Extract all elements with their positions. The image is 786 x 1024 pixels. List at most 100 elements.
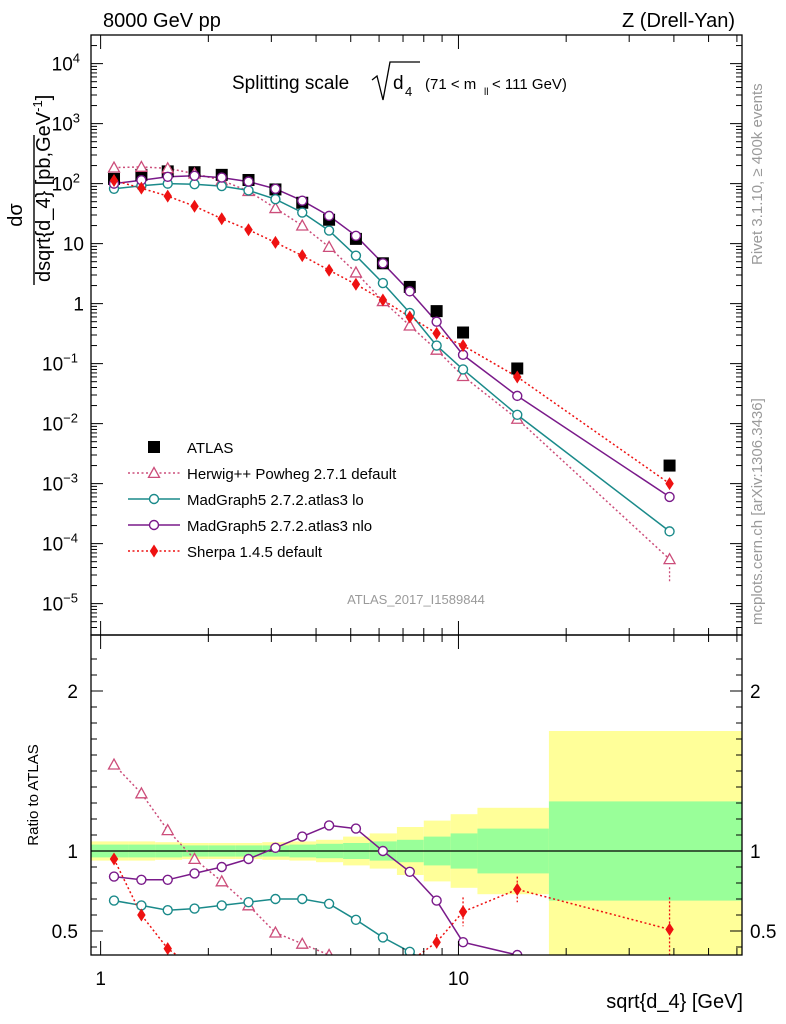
main-y-tick-label: 103 [52,111,80,136]
ratio-panel: 2 2 1 1 0.5 0.5 1 10 [52,634,776,990]
sqrt-symbol-icon [371,61,420,101]
ratio-point-mg_lo [350,914,362,925]
ratio-uncertainty-bands [91,731,742,955]
energy-label: 8000 GeV pp [103,10,221,32]
plot-title: Splitting scale d 4 (71 < m ll < 111 GeV… [232,61,567,101]
main-point-mg_lo [377,277,389,289]
ratio-point-herwig [215,874,229,887]
ratio-point-mg_lo [243,897,254,908]
title-range-sub: ll [484,87,488,98]
legend-marker-mg_nlo [148,519,160,531]
ratio-y-tick-label-right: 1 [750,842,761,863]
main-point-herwig [134,160,148,172]
main-y-tick-label: 104 [52,51,80,76]
mcplots-label: mcplots.cern.ch [arXiv:1306.3436] [749,398,766,625]
main-point-mg_nlo [377,258,389,269]
main-point-herwig [403,318,417,331]
main-point-mg_lo [297,207,308,218]
main-point-mg_nlo [431,316,442,327]
main-point-sherpa [378,293,388,307]
main-point-herwig [268,201,283,214]
main-line-mg_lo [113,182,671,532]
main-point-data [663,459,676,472]
main-point-herwig [322,240,336,253]
process-label: Z (Drell-Yan) [622,10,735,32]
main-y-tick-label: 10−3 [42,471,78,496]
main-point-herwig [349,265,363,278]
ratio-point-sherpa [163,942,172,955]
rivet-label: Rivet 3.1.10, ≥ 400k events [749,83,766,265]
main-point-data [511,362,524,375]
main-point-mg_lo [270,194,281,205]
legend-marker-data [148,441,160,453]
ylabel-sup: -1 [30,100,45,112]
ylabel-close: ] [33,95,55,101]
ratio-point-sherpa [137,908,146,922]
main-point-sherpa [405,310,414,324]
main-point-mg_lo [457,364,469,375]
main-point-sherpa [665,477,674,491]
main-point-mg_lo [512,409,523,421]
main-point-sherpa [190,199,199,213]
ratio-line-herwig [113,764,332,955]
main-point-herwig [662,552,677,565]
ylabel-denominator: dsqrt{d_4} [pb,GeV [33,111,55,282]
main-point-mg_nlo [297,195,308,206]
ylabel-numerator: dσ [5,203,27,227]
ratio-point-herwig [134,786,148,799]
main-point-mg_nlo [243,176,254,187]
ratio-point-herwig [107,757,121,770]
ratio-point-mg_nlo [431,895,442,906]
main-y-axis-label: dσ dsqrt{d_4} [pb,GeV-1] [5,95,55,285]
main-point-mg_lo [216,180,227,192]
ratio-point-sherpa [109,852,119,866]
ratio-line-mg_lo [113,898,417,955]
legend-marker-mg_lo [148,493,160,505]
ratio-series-markers [107,757,674,955]
legend-label-herwig: Herwig++ Powheg 2.7.1 default [187,466,397,483]
ratio-point-mg_nlo [377,845,389,857]
main-point-mg_lo [243,185,254,196]
ratio-frame [90,634,743,956]
main-point-sherpa [217,212,226,226]
ratio-point-mg_lo [404,946,415,955]
main-point-sherpa [298,249,307,263]
main-point-mg_nlo [350,230,362,242]
ratio-point-mg_lo [377,932,389,943]
main-point-mg_lo [431,340,442,351]
ratio-point-sherpa [432,935,441,949]
main-point-herwig [107,160,121,173]
ratio-point-mg_lo [323,898,335,909]
main-y-tick-label: 1 [73,295,84,316]
main-point-mg_nlo [664,491,675,503]
svg-text:dsqrt{d_4} [pb,GeV-1]: dsqrt{d_4} [pb,GeV-1] [30,95,55,282]
ratio-y-tick-label-left: 1 [67,842,78,863]
ratio-point-herwig [268,925,283,938]
analysis-watermark: ATLAS_2017_I1589844 [347,592,485,607]
ratio-y-tick-label-left: 0.5 [52,922,78,943]
ratio-point-mg_nlo [136,874,147,885]
title-symbol: d [393,73,404,94]
ratio-point-mg_nlo [243,853,254,865]
ratio-point-mg_lo [297,893,308,905]
main-point-sherpa [244,223,253,237]
main-point-mg_nlo [216,172,227,183]
ratio-point-sherpa [665,922,674,936]
legend-label-sherpa: Sherpa 1.4.5 default [187,544,323,561]
ratio-point-herwig [161,823,175,836]
ratio-y-tick-label-left: 2 [67,682,78,703]
main-point-mg_lo [350,250,362,261]
ratio-point-mg_nlo [512,949,523,955]
ratio-y-tick-label-right: 0.5 [750,922,776,943]
ratio-axes: 2 2 1 1 0.5 0.5 1 10 [52,634,776,990]
main-point-sherpa [109,173,119,187]
main-point-herwig [295,218,309,231]
main-point-data [430,305,443,318]
ratio-y-axis-label: Ratio to ATLAS [25,744,42,845]
title-range-b: < 111 GeV) [492,76,567,93]
ratio-point-mg_lo [189,903,200,914]
main-point-data [457,326,470,339]
main-y-tick-label: 10−1 [42,351,78,376]
main-y-tick-label: 10 [63,235,84,256]
